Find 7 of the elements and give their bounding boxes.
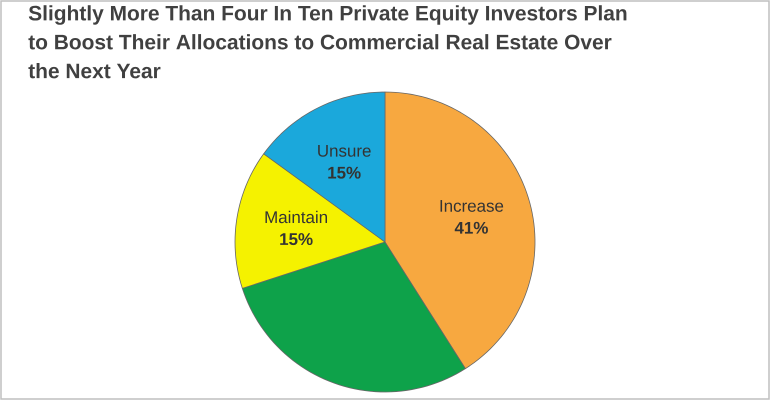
data-label: 15%	[280, 233, 313, 246]
slice-label: Unsure	[318, 144, 371, 157]
chart-title: Slightly More Than Four In Ten Private Equity Investors Plan to Boost Their Allocations to Commercial Real Estate Over the Next Year	[28, 5, 626, 78]
slice-label: Maintain	[265, 210, 328, 224]
slice-label: Increase	[440, 200, 504, 212]
data-label: 15%	[328, 166, 361, 179]
data-label: 41%	[454, 222, 488, 234]
